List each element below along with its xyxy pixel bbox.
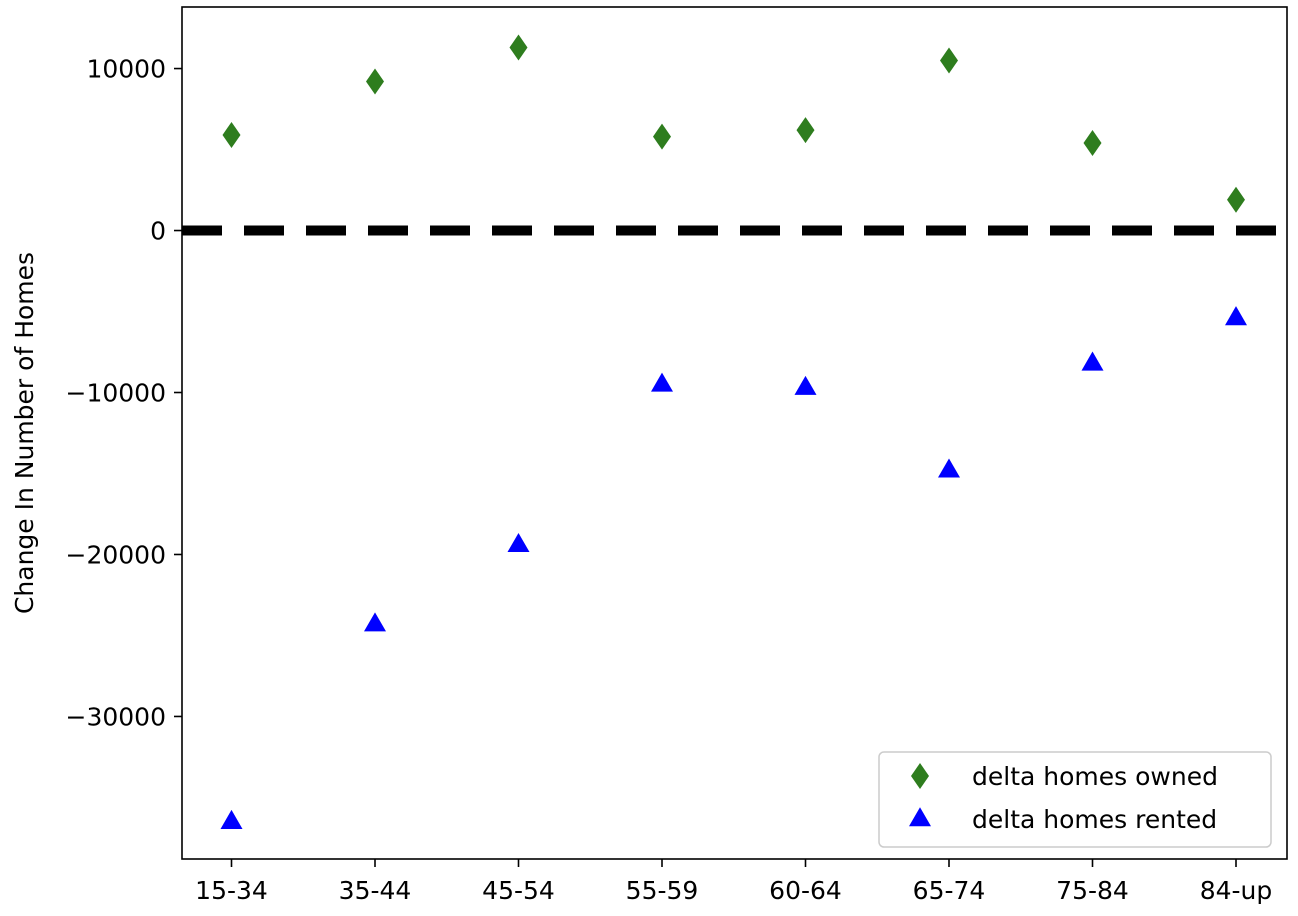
legend-label: delta homes owned bbox=[972, 762, 1218, 791]
x-tick-label: 84-up bbox=[1200, 876, 1273, 905]
legend-marker bbox=[911, 763, 929, 789]
owned-point bbox=[222, 121, 241, 148]
series-owned bbox=[222, 34, 1245, 213]
owned-point bbox=[366, 68, 384, 95]
x-tick-label: 15-34 bbox=[195, 876, 268, 905]
legend-label: delta homes rented bbox=[972, 805, 1217, 834]
owned-point bbox=[509, 34, 528, 61]
x-tick-label: 65-74 bbox=[913, 876, 986, 905]
x-tick-label: 60-64 bbox=[769, 876, 842, 905]
y-tick-label: 0 bbox=[150, 217, 166, 246]
y-tick-label: −20000 bbox=[66, 540, 166, 569]
series-rented bbox=[220, 306, 1247, 829]
y-tick-label: −10000 bbox=[66, 379, 166, 408]
y-tick-label: −30000 bbox=[66, 702, 166, 731]
owned-point bbox=[1227, 186, 1245, 213]
legend: delta homes owned delta homes rented bbox=[878, 751, 1272, 848]
legend-box bbox=[878, 751, 1272, 848]
rented-point bbox=[794, 375, 817, 395]
owned-point bbox=[1083, 130, 1102, 157]
legend-items: delta homes owned delta homes rented bbox=[909, 762, 1218, 834]
x-tick-label: 55-59 bbox=[626, 876, 699, 905]
owned-point bbox=[940, 47, 958, 74]
plot-frame bbox=[181, 6, 1288, 860]
data-marks-layer bbox=[220, 34, 1247, 829]
rented-point bbox=[364, 612, 386, 632]
y-axis-label: Change In Number of Homes bbox=[10, 252, 39, 614]
rented-point bbox=[1081, 351, 1104, 371]
x-tick-label: 45-54 bbox=[482, 876, 555, 905]
y-axis-ticks: 10000 0 −10000 −20000 −30000 bbox=[66, 55, 182, 731]
rented-point bbox=[651, 372, 673, 392]
x-tick-label: 35-44 bbox=[339, 876, 412, 905]
x-axis-ticks: 15-34 35-44 45-54 55-59 60-64 65-74 75-84 84-up bbox=[195, 859, 1272, 905]
y-tick-label: 10000 bbox=[86, 55, 166, 84]
rented-point bbox=[938, 458, 960, 478]
owned-point bbox=[653, 123, 671, 150]
legend-marker bbox=[909, 807, 931, 827]
owned-point bbox=[796, 117, 815, 144]
rented-point bbox=[1225, 306, 1247, 326]
rented-point bbox=[220, 809, 243, 829]
rented-point bbox=[507, 532, 530, 553]
x-tick-label: 75-84 bbox=[1056, 876, 1129, 905]
